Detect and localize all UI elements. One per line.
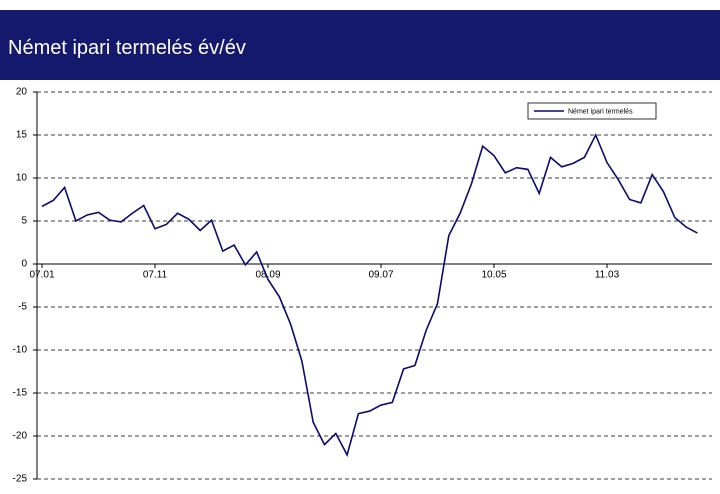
y-tick-label: 5 (21, 216, 27, 227)
x-tick-label: 10.05 (481, 270, 506, 281)
y-tick-label: 10 (16, 173, 28, 184)
y-tick-label: 20 (16, 87, 28, 98)
x-tick-label: 07.11 (143, 270, 168, 281)
x-tick-label: 11.03 (595, 270, 620, 281)
y-tick-label: -20 (13, 431, 28, 442)
legend-label: Német ipari termelés (568, 108, 633, 115)
y-tick-label: -25 (13, 474, 28, 485)
legend-box (527, 102, 657, 120)
y-tick-label: 0 (21, 259, 27, 270)
y-tick-label: -5 (18, 302, 27, 313)
chart-title: Német ipari termelés év/év (0, 10, 720, 80)
y-tick-label: 15 (16, 130, 28, 141)
y-tick-label: -15 (13, 388, 28, 399)
data-line (41, 133, 698, 458)
x-tick-label: 09.07 (368, 270, 393, 281)
y-tick-label: -10 (13, 345, 28, 356)
x-tick-label: 08.09 (255, 270, 280, 281)
x-tick-label: 07.01 (29, 270, 54, 281)
